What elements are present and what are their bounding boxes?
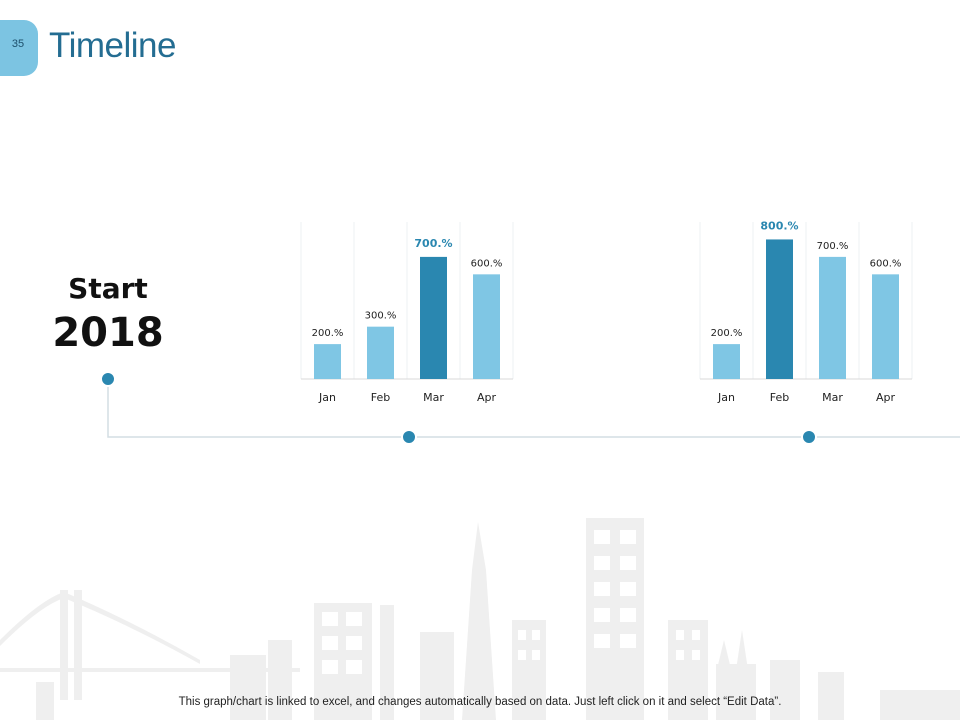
timeline-node-2 <box>801 429 817 445</box>
chart-1-tick-label: Jan <box>318 391 336 404</box>
chart-1-bar-feb[interactable] <box>367 326 394 379</box>
chart-1-data-label: 300.% <box>365 311 397 322</box>
slide-title: Timeline <box>49 26 176 65</box>
timeline-node-start <box>100 371 116 387</box>
slide-number: 35 <box>11 38 25 50</box>
chart-1-tick-label: Apr <box>477 391 497 404</box>
chart-2-tick-label: Apr <box>876 391 896 404</box>
slide-number-badge <box>0 20 38 76</box>
timeline-node-1 <box>401 429 417 445</box>
chart-2-bar-jan[interactable] <box>713 344 740 379</box>
chart-1-data-label: 200.% <box>312 328 344 339</box>
chart-1-data-label: 600.% <box>471 258 503 269</box>
chart-1-bar-mar[interactable] <box>420 256 447 379</box>
chart-2-bar-mar[interactable] <box>819 256 846 379</box>
chart-2-bar-feb[interactable] <box>766 239 793 379</box>
chart-2-data-label: 800.% <box>760 219 798 232</box>
timeline-line <box>107 379 960 438</box>
footer-caption: This graph/chart is linked to excel, and… <box>178 696 782 708</box>
chart-2-data-label: 600.% <box>870 258 902 269</box>
chart-2-tick-label: Feb <box>770 391 789 404</box>
chart-2-data-label: 200.% <box>711 328 743 339</box>
chart-1-data-label: 700.% <box>414 237 452 250</box>
timeline-year: 2018 <box>52 310 164 356</box>
timeline-start-label: Start <box>68 272 148 305</box>
chart-2-tick-label: Mar <box>822 391 843 404</box>
chart-2-bar-apr[interactable] <box>872 274 899 379</box>
chart-2-tick-label: Jan <box>717 391 735 404</box>
chart-2-data-label: 700.% <box>817 241 849 252</box>
chart-1-bar-apr[interactable] <box>473 274 500 379</box>
chart-1-tick-label: Mar <box>423 391 444 404</box>
chart-1-bar-jan[interactable] <box>314 344 341 379</box>
chart-1-tick-label: Feb <box>371 391 390 404</box>
